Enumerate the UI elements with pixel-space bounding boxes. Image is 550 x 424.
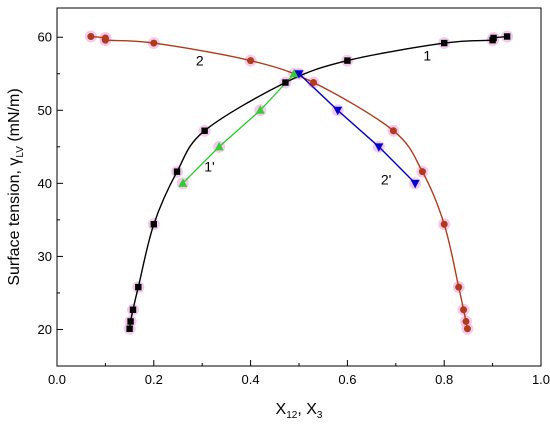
data-point <box>310 79 318 87</box>
data-point <box>374 143 384 152</box>
y-axis-title-unit: (mN/m) <box>6 88 23 146</box>
series-line-4 <box>298 73 416 184</box>
curve-labels: 1 2 1' 2' <box>196 47 431 187</box>
curve-label: 2' <box>381 172 391 188</box>
data-point <box>294 70 304 79</box>
y-tick-label: 60 <box>38 30 52 45</box>
curve-label: 1 <box>423 47 431 63</box>
series-line-3 <box>182 73 295 184</box>
data-point <box>214 141 224 151</box>
data-point <box>460 306 468 314</box>
data-point <box>282 79 289 86</box>
data-point <box>441 39 448 47</box>
data-point <box>503 33 511 40</box>
data-point <box>410 179 420 189</box>
data-point <box>462 317 470 325</box>
data-point <box>135 283 142 291</box>
data-point <box>201 127 208 134</box>
data-point <box>150 39 158 47</box>
x-tick-label: 0.4 <box>242 372 260 387</box>
data-point <box>289 68 299 78</box>
data-point <box>255 105 265 114</box>
data-point <box>173 168 181 175</box>
x-axis-title-sep: , X <box>297 401 317 418</box>
curve-label: 1' <box>204 159 214 175</box>
data-point <box>389 127 397 135</box>
data-point <box>463 325 471 333</box>
data-point <box>418 168 426 176</box>
y-tick-label: 20 <box>38 322 52 337</box>
y-tick-label: 30 <box>38 249 52 264</box>
data-point <box>333 106 343 116</box>
y-axis-title-sub: LV <box>15 146 26 158</box>
curve-label: 2 <box>196 53 204 69</box>
data-point <box>129 306 137 313</box>
x-tick-label: 0.6 <box>338 372 356 387</box>
y-tick-label: 40 <box>38 176 52 191</box>
data-point <box>490 34 497 42</box>
data-point <box>247 57 255 65</box>
x-axis-title: X12, X3 <box>276 401 323 421</box>
y-tick-labels: 20 30 40 50 60 <box>38 30 52 337</box>
x-tick-label: 0.2 <box>145 372 163 387</box>
x-tick-labels: 0.0 0.2 0.4 0.6 0.8 1.0 <box>48 372 550 387</box>
data-point <box>126 325 133 332</box>
axis-ticks <box>56 36 542 367</box>
x-axis-title-sub2: 3 <box>317 410 323 421</box>
data-point <box>101 36 109 44</box>
data-point <box>127 318 134 325</box>
data-markers <box>87 32 511 333</box>
x-axis-title-main: X <box>276 401 287 418</box>
fit-curves <box>90 35 508 329</box>
data-point <box>455 283 463 291</box>
x-axis-title-sub1: 12 <box>286 410 298 421</box>
y-axis-title-main: Surface tension, γ <box>6 158 23 286</box>
x-tick-label: 0.8 <box>435 372 453 387</box>
data-point <box>440 220 448 228</box>
y-axis-title: Surface tension, γLV (mN/m) <box>6 88 26 285</box>
x-tick-label: 1.0 <box>532 372 550 387</box>
data-point <box>87 32 95 40</box>
data-point <box>150 221 157 228</box>
x-tick-label: 0.0 <box>48 372 66 387</box>
data-point <box>344 57 351 64</box>
y-tick-label: 50 <box>38 103 52 118</box>
data-point <box>178 178 188 187</box>
